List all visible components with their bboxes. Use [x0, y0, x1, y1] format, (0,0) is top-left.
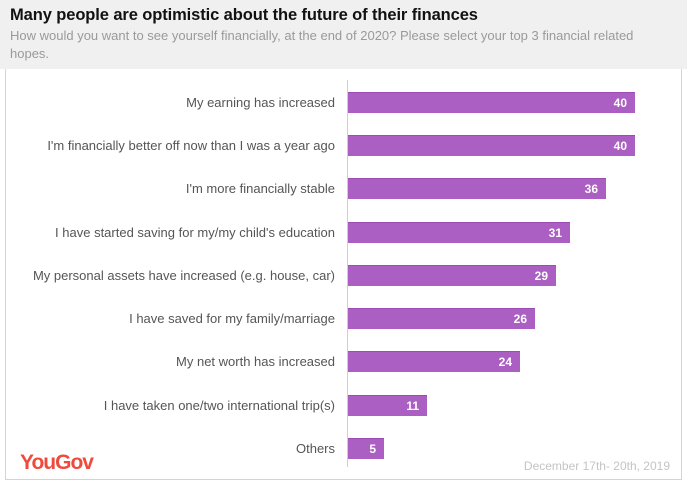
value-label: 5	[369, 442, 376, 456]
value-label: 29	[534, 269, 548, 283]
category-label: My personal assets have increased (e.g. …	[32, 268, 335, 283]
bar: 31	[348, 222, 570, 243]
category-label: Others	[295, 441, 335, 456]
value-label: 31	[548, 226, 562, 240]
yougov-logo: YouGov	[20, 451, 94, 474]
chart-subtitle: How would you want to see yourself finan…	[10, 28, 634, 61]
bar-row: My personal assets have increased (e.g. …	[0, 265, 687, 287]
category-label: My net worth has increased	[176, 354, 335, 369]
chart-title: Many people are optimistic about the fut…	[10, 6, 478, 24]
category-label: I'm financially better off now than I wa…	[47, 138, 335, 153]
bar-row: I'm financially better off now than I wa…	[0, 135, 687, 157]
value-label: 24	[498, 355, 512, 369]
value-label: 40	[613, 96, 627, 110]
bar-row: My earning has increased 40	[0, 92, 687, 114]
bar-row: Others 5	[0, 438, 687, 460]
bar: 29	[348, 265, 556, 286]
category-label: I have saved for my family/marriage	[129, 311, 335, 326]
survey-date: December 17th- 20th, 2019	[523, 459, 670, 473]
bar-row: My net worth has increased 24	[0, 351, 687, 373]
category-label: I have started saving for my/my child's …	[55, 225, 335, 240]
chart-header: Many people are optimistic about the fut…	[0, 0, 687, 69]
y-axis-line	[347, 80, 348, 467]
value-label: 36	[584, 182, 598, 196]
bar-row: I have saved for my family/marriage 26	[0, 308, 687, 330]
value-label: 40	[613, 139, 627, 153]
bar: 40	[348, 135, 635, 156]
bar-row: I'm more financially stable 36	[0, 178, 687, 200]
bar: 36	[348, 178, 606, 199]
value-label: 26	[513, 312, 527, 326]
chart-frame	[5, 69, 682, 480]
bar: 40	[348, 92, 635, 113]
category-label: I have taken one/two international trip(…	[103, 398, 335, 413]
bar: 24	[348, 351, 520, 372]
bar-row: I have started saving for my/my child's …	[0, 222, 687, 244]
bar: 11	[348, 395, 427, 416]
category-label: My earning has increased	[186, 95, 335, 110]
bar: 5	[348, 438, 384, 459]
bar: 26	[348, 308, 535, 329]
bar-row: I have taken one/two international trip(…	[0, 395, 687, 417]
category-label: I'm more financially stable	[185, 181, 335, 196]
value-label: 11	[406, 399, 419, 413]
